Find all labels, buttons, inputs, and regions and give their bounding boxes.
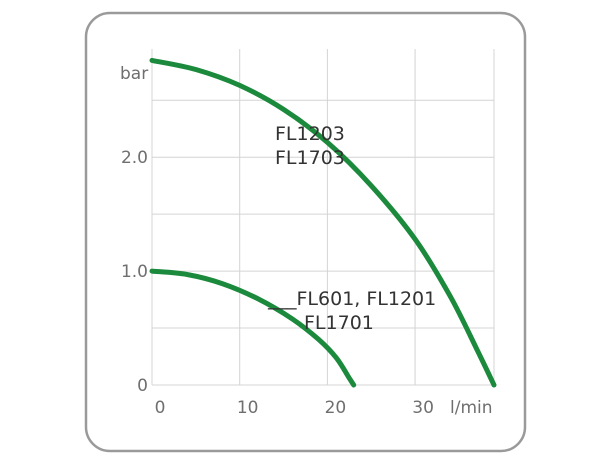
axis-ticks: 0 1.0 2.0 0 10 20 30 [121, 148, 434, 418]
x-tick-label: 10 [237, 398, 259, 418]
x-tick-label: 20 [325, 398, 347, 418]
curve-label-line: FL1203 [275, 123, 345, 145]
x-tick-label: 0 [155, 398, 166, 418]
x-axis-label: l/min [450, 398, 493, 418]
pump-curve-2 [149, 268, 357, 388]
curve-label-line: ___FL601, FL1201 [267, 288, 436, 310]
y-tick-label: 1.0 [121, 262, 148, 282]
curve-label-line: FL1703 [275, 147, 345, 169]
y-tick-label: 0 [137, 376, 148, 396]
curve-label-line: FL1701 [304, 312, 374, 334]
pump-curve-1 [149, 57, 497, 388]
y-axis-label: bar [120, 64, 148, 84]
y-tick-label: 2.0 [121, 148, 148, 168]
x-tick-label: 30 [412, 398, 434, 418]
curves [149, 57, 497, 388]
grid [151, 49, 495, 386]
